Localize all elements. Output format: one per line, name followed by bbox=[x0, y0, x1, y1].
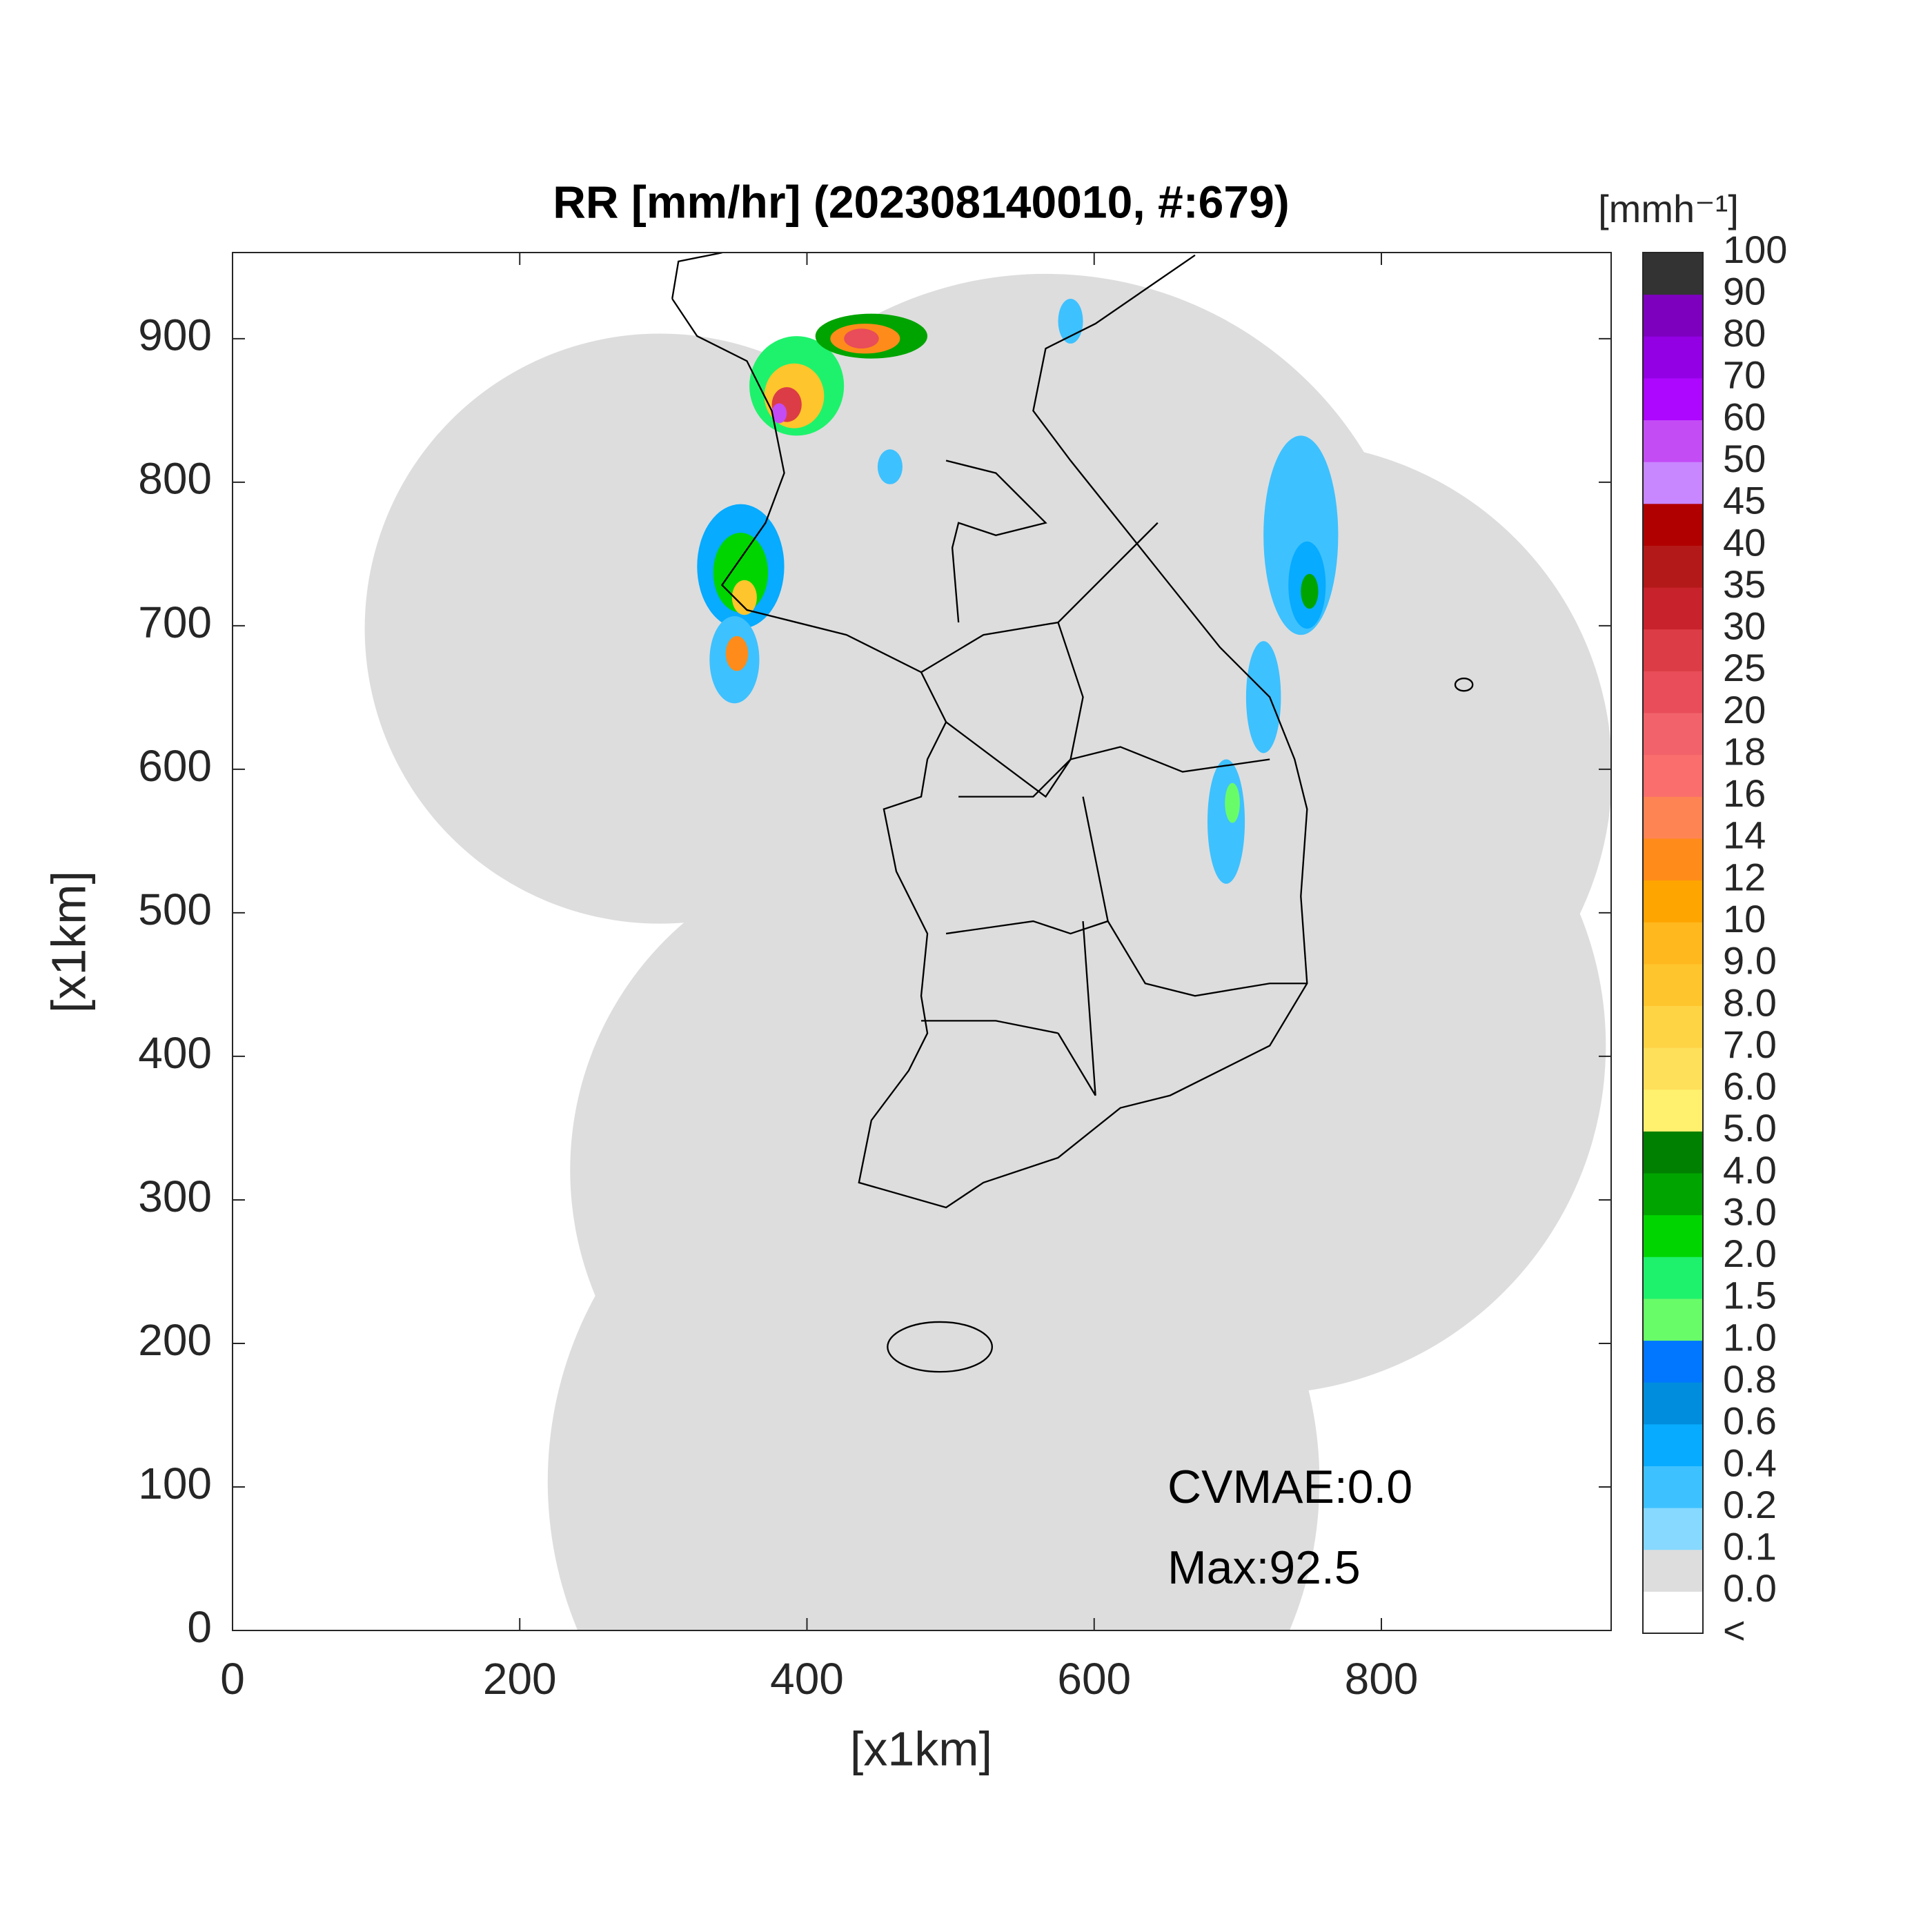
colorbar-label: 40 bbox=[1723, 520, 1766, 564]
colorbar-label: 70 bbox=[1723, 353, 1766, 397]
colorbar-swatch bbox=[1643, 1005, 1703, 1048]
title: RR [mm/hr] (202308140010, #:679) bbox=[553, 176, 1290, 227]
colorbar-swatch bbox=[1643, 336, 1703, 379]
colorbar-swatch bbox=[1643, 1298, 1703, 1341]
colorbar-swatch bbox=[1643, 754, 1703, 797]
colorbar-swatch bbox=[1643, 1173, 1703, 1216]
colorbar-swatch bbox=[1643, 838, 1703, 881]
colorbar-label: 8.0 bbox=[1723, 980, 1777, 1024]
colorbar-frame bbox=[1642, 252, 1704, 1634]
colorbar-label: 25 bbox=[1723, 646, 1766, 689]
colorbar-label: 90 bbox=[1723, 269, 1766, 313]
y-tick-label: 0 bbox=[187, 1602, 212, 1652]
colorbar-swatch bbox=[1643, 377, 1703, 421]
colorbar-swatch bbox=[1643, 1047, 1703, 1090]
colorbar-label: 1.0 bbox=[1723, 1315, 1777, 1359]
colorbar-swatch bbox=[1643, 1549, 1703, 1592]
colorbar-swatch bbox=[1643, 1256, 1703, 1299]
colorbar-label: 7.0 bbox=[1723, 1023, 1777, 1066]
x-tick-label: 400 bbox=[770, 1654, 844, 1704]
x-tick-label: 0 bbox=[220, 1654, 245, 1704]
x-tick-label: 800 bbox=[1345, 1654, 1419, 1704]
colorbar-swatch bbox=[1643, 1340, 1703, 1383]
y-axis-label: [x1km] bbox=[41, 871, 95, 1013]
colorbar-label: < bbox=[1723, 1608, 1746, 1652]
colorbar-swatch bbox=[1643, 545, 1703, 588]
colorbar-swatch bbox=[1643, 1466, 1703, 1508]
colorbar-label: 35 bbox=[1723, 562, 1766, 606]
colorbar-swatch bbox=[1643, 671, 1703, 713]
colorbar-swatch bbox=[1643, 1423, 1703, 1466]
colorbar-swatch bbox=[1643, 1131, 1703, 1174]
precipitation bbox=[697, 298, 1339, 884]
y-tick-label: 300 bbox=[138, 1172, 212, 1221]
colorbar-swatch bbox=[1643, 1214, 1703, 1257]
colorbar-label: 0.2 bbox=[1723, 1483, 1777, 1526]
y-tick-label: 400 bbox=[138, 1028, 212, 1078]
colorbar-label: 45 bbox=[1723, 479, 1766, 522]
y-tick-label: 500 bbox=[138, 885, 212, 934]
colorbar-label: 50 bbox=[1723, 437, 1766, 480]
x-tick-label: 200 bbox=[483, 1654, 557, 1704]
colorbar-label: 12 bbox=[1723, 855, 1766, 898]
colorbar-unit: [mmh⁻¹] bbox=[1598, 187, 1739, 230]
colorbar-swatch bbox=[1643, 420, 1703, 462]
colorbar-label: 0.8 bbox=[1723, 1357, 1777, 1401]
y-tick-label: 800 bbox=[138, 454, 212, 504]
colorbar-label: 0.0 bbox=[1723, 1566, 1777, 1610]
colorbar-label: 0.4 bbox=[1723, 1441, 1777, 1484]
colorbar-swatch bbox=[1643, 880, 1703, 923]
colorbar-swatch bbox=[1643, 1508, 1703, 1550]
colorbar-label: 30 bbox=[1723, 604, 1766, 648]
y-tick-label: 700 bbox=[138, 598, 212, 647]
colorbar-swatch bbox=[1643, 922, 1703, 965]
colorbar-label: 16 bbox=[1723, 771, 1766, 815]
coastline bbox=[671, 252, 1474, 1373]
colorbar-label: 6.0 bbox=[1723, 1065, 1777, 1108]
colorbar-swatch bbox=[1643, 963, 1703, 1006]
colorbar-label: 9.0 bbox=[1723, 939, 1777, 983]
colorbar-swatch bbox=[1643, 1089, 1703, 1132]
annotation: Max:92.5 bbox=[1167, 1541, 1361, 1594]
colorbar-swatch bbox=[1643, 587, 1703, 630]
axes-box bbox=[232, 252, 1612, 1631]
colorbar-label: 5.0 bbox=[1723, 1106, 1777, 1150]
colorbar-swatch bbox=[1643, 253, 1703, 295]
colorbar-label: 3.0 bbox=[1723, 1190, 1777, 1233]
colorbar-swatch bbox=[1643, 629, 1703, 671]
colorbar-label: 4.0 bbox=[1723, 1148, 1777, 1192]
y-tick-label: 200 bbox=[138, 1315, 212, 1365]
colorbar-swatch bbox=[1643, 1382, 1703, 1425]
colorbar-swatch bbox=[1643, 796, 1703, 839]
colorbar-label: 2.0 bbox=[1723, 1232, 1777, 1275]
map bbox=[364, 252, 1611, 1631]
colorbar-label: 60 bbox=[1723, 395, 1766, 438]
colorbar-label: 80 bbox=[1723, 311, 1766, 355]
radar-coverage bbox=[364, 273, 1611, 1631]
colorbar-label: 14 bbox=[1723, 814, 1766, 857]
colorbar-label: 0.6 bbox=[1723, 1399, 1777, 1443]
y-tick-label: 600 bbox=[138, 741, 212, 791]
y-tick-label: 100 bbox=[138, 1459, 212, 1508]
annotation: CVMAE:0.0 bbox=[1167, 1461, 1412, 1513]
colorbar-swatch bbox=[1643, 503, 1703, 546]
colorbar-label: 100 bbox=[1723, 228, 1787, 271]
colorbar-label: 20 bbox=[1723, 688, 1766, 731]
colorbar-swatch bbox=[1643, 713, 1703, 756]
colorbar-label: 0.1 bbox=[1723, 1525, 1777, 1568]
colorbar-label: 1.5 bbox=[1723, 1274, 1777, 1317]
colorbar-swatch bbox=[1643, 462, 1703, 504]
colorbar-swatch bbox=[1643, 1591, 1703, 1634]
x-tick-label: 600 bbox=[1057, 1654, 1131, 1704]
y-tick-label: 900 bbox=[138, 310, 212, 360]
x-axis-label: [x1km] bbox=[850, 1722, 992, 1775]
colorbar-label: 10 bbox=[1723, 897, 1766, 940]
colorbar-label: 18 bbox=[1723, 729, 1766, 773]
colorbar-swatch bbox=[1643, 294, 1703, 337]
